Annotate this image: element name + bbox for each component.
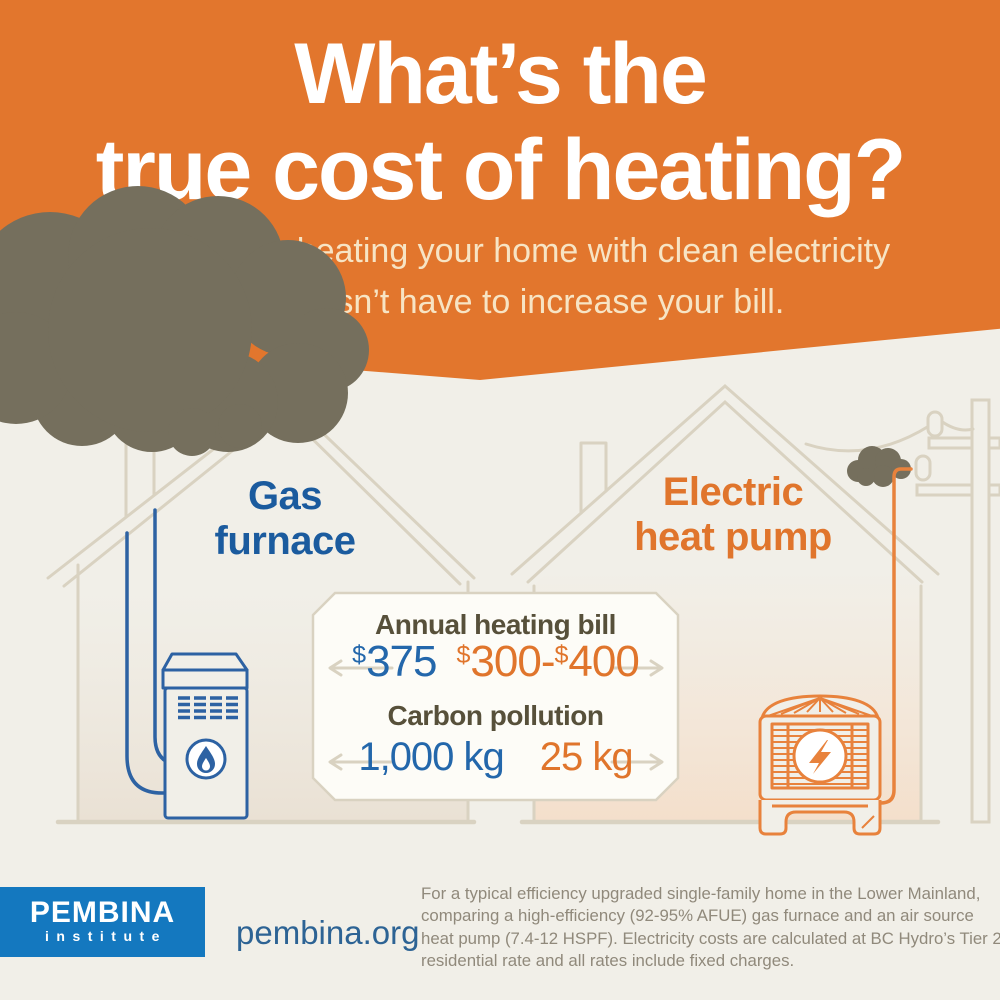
gas-furnace-label: Gas furnace [135,474,435,564]
fan-dome [767,697,873,717]
furnace-vents [178,696,238,720]
small-smoke-cloud [847,446,911,487]
power-pole [804,398,1000,824]
carbon-gas-value: 1,000 kg [358,735,504,779]
heat-pump-illustration [758,694,882,836]
carbon-values-row: 1,000 kg 25 kg [313,735,678,780]
page-title: What’s the true cost of heating? [0,26,1000,218]
smoke-cloud [0,186,369,456]
logo-subtext: institute [45,928,167,944]
insulator [926,410,944,438]
arrow-left-icon [328,659,394,677]
title-line-1: What’s the [294,26,708,122]
hp-label-line-1: Electric [662,470,804,514]
comparison-arrows [328,659,664,771]
heat-pump-base [758,800,882,836]
arrow-right-icon [610,659,664,677]
bill-heading: Annual heating bill [375,609,616,640]
bill-heat-pump-value: $300-$400 [456,637,640,686]
arrow-right-icon [610,753,664,771]
methodology-footnote: For a typical efficiency upgraded single… [421,884,1000,971]
insulator [914,454,932,482]
gas-label-line-2: furnace [214,519,357,563]
carbon-heading: Carbon pollution [387,700,604,731]
bill-values-row: $375 $300-$400 [313,637,678,687]
power-cable [868,467,913,805]
gas-furnace-illustration [161,652,249,820]
logo-wordmark: PEMBINA [29,896,176,929]
pembina-institute-logo: PEMBINA institute [0,887,205,957]
comparison-panel-text: Annual heating bill $375 $300-$400 Carbo… [313,593,678,800]
gas-label-line-1: Gas [247,474,323,518]
power-wire [939,419,975,432]
carbon-heat-pump-value: 25 kg [539,735,634,779]
electric-heat-pump-label: Electric heat pump [583,470,883,560]
subtitle-line-2: doesn’t have to increase your bill. [279,283,785,321]
lightning-bolt-icon [809,740,831,774]
website-url: pembina.org [236,914,420,951]
right-house-chimney [579,441,608,515]
arrow-left-icon [328,753,394,771]
comparison-panel [311,591,680,802]
bill-gas-value: $375 [352,637,437,686]
hp-label-line-2: heat pump [634,515,832,559]
